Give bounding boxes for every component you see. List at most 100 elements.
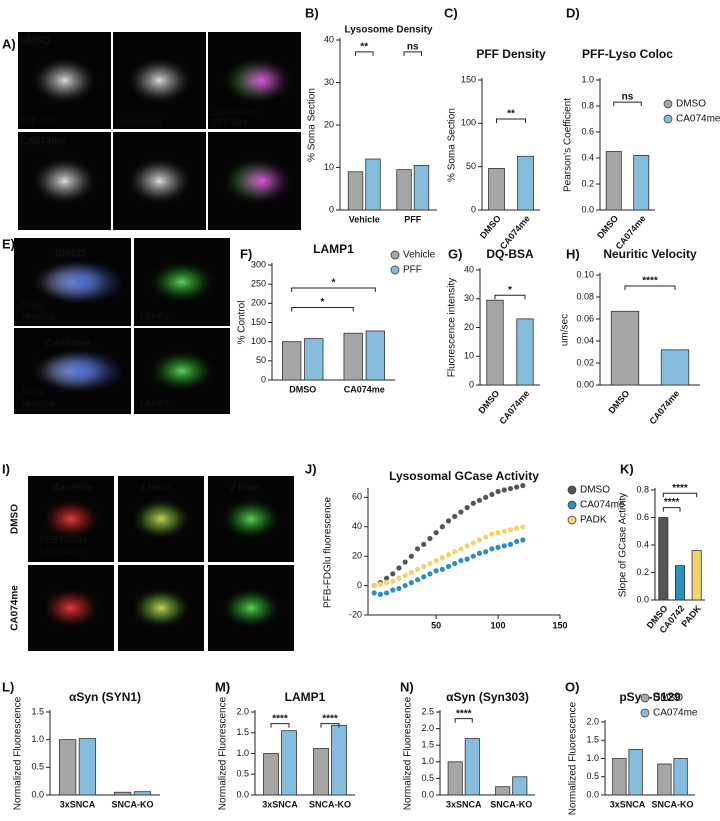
bar: [488, 167, 505, 211]
y-tick-label: 1.5: [236, 727, 249, 737]
y-axis-label: um/sec: [560, 314, 571, 346]
image-text: PFF-633: [20, 116, 55, 126]
y-tick-label: 60: [352, 492, 362, 502]
chart-title: PFF-Lyso Coloc: [582, 47, 673, 61]
cell-signal: [31, 156, 98, 206]
legend-label: PADK: [580, 515, 607, 526]
data-point: [483, 534, 489, 540]
data-point: [402, 559, 408, 565]
data-point: [433, 557, 439, 564]
data-point: [470, 553, 476, 559]
data-point: [396, 565, 402, 571]
x-tick-label: 3xSNCA: [60, 799, 96, 809]
cell-signal: [40, 497, 102, 541]
data-point: [501, 528, 507, 534]
y-tick-label: 10: [324, 162, 334, 172]
x-tick-label: CA074me: [498, 213, 532, 251]
legend-label: DMSO: [580, 485, 610, 496]
data-point: [439, 524, 445, 530]
cell-signal: [220, 586, 282, 630]
y-tick-label: 0.02: [576, 357, 594, 367]
x-tick-label: 3xSNCA: [446, 799, 482, 809]
significance-bracket: [496, 118, 526, 123]
bar: [633, 154, 650, 211]
significance-bracket: [662, 507, 681, 512]
data-point: [470, 540, 476, 546]
data-point: [514, 484, 520, 490]
y-tick-label: 1.0: [236, 748, 249, 758]
panel-label: I): [2, 461, 10, 476]
cell-signal: [147, 349, 217, 393]
x-tick-label: DMSO: [476, 388, 501, 415]
image-text: Lysotracker: [212, 106, 258, 116]
image-text: 1 hour: [140, 483, 171, 494]
y-tick-label: 0.5: [421, 773, 434, 783]
significance-bracket: [662, 492, 698, 498]
significance-label: ****: [322, 713, 338, 724]
image-text: PFF-633: [212, 117, 247, 127]
chart-title: αSyn (Syn303): [446, 690, 529, 704]
x-tick-label: DMSO: [289, 384, 316, 394]
bar: [113, 791, 132, 796]
x-tick-label: DMSO: [595, 213, 620, 240]
significance-label: *: [320, 297, 324, 308]
bar: [512, 776, 528, 796]
significance-label: ****: [664, 497, 680, 508]
data-point: [414, 546, 421, 552]
y-tick-label: -20: [349, 609, 362, 619]
y-tick-label: 0.06: [576, 313, 594, 323]
data-point: [396, 585, 402, 592]
legend-swatch: [663, 114, 673, 124]
data-point: [501, 487, 507, 493]
panel-label: D): [566, 5, 580, 20]
legend-label: CA074me: [653, 708, 698, 719]
bar: [396, 169, 412, 211]
legend-swatch: [567, 485, 577, 495]
legend-label: PFF: [403, 265, 422, 276]
data-point: [421, 574, 427, 580]
data-point: [476, 550, 483, 556]
chart-title: αSyn (SYN1): [69, 690, 141, 704]
y-tick-label: 100: [461, 118, 476, 128]
data-point: [408, 580, 414, 586]
y-tick-label: 1.0: [586, 753, 599, 763]
cell-signal: [130, 586, 192, 630]
image-text: CA074me: [20, 137, 66, 148]
data-point: [464, 505, 470, 511]
x-tick-label: 100: [491, 620, 506, 630]
y-axis-label: Slope of GCase Activity: [618, 493, 629, 598]
data-point: [377, 591, 383, 598]
y-axis-label: % Soma Section: [307, 88, 318, 162]
significance-bracket: [403, 51, 422, 56]
legend-swatch: [567, 500, 577, 510]
data-point: [489, 531, 495, 537]
y-tick-label: 40: [352, 521, 362, 531]
significance-bracket: [291, 287, 376, 292]
chart-title: Lysosome Density: [345, 25, 433, 36]
y-tick-label: 0.0: [31, 789, 44, 799]
data-point: [383, 590, 390, 596]
bar: [263, 753, 279, 796]
cell-signal: [40, 586, 102, 630]
data-point: [458, 546, 464, 552]
data-point: [439, 566, 445, 573]
y-tick-label: 0.0: [236, 789, 249, 799]
panel-label: E): [2, 236, 15, 251]
legend-swatch: [567, 515, 577, 525]
y-tick-label: 20: [464, 322, 474, 332]
data-point: [476, 537, 483, 543]
y-tick-label: 0.0: [586, 789, 599, 799]
bar: [610, 310, 640, 386]
image-text: Hoechst: [22, 398, 56, 408]
y-tick-label: 40: [324, 34, 334, 44]
image-text: DMSO: [55, 249, 85, 260]
y-tick-label: 20: [352, 551, 362, 561]
legend-label: CA074me: [580, 500, 625, 511]
data-point: [514, 538, 520, 545]
image-text: DMSO: [10, 504, 21, 534]
y-tick-label: 250: [251, 279, 266, 289]
data-point: [507, 541, 514, 548]
cell-signal: [126, 156, 193, 206]
panel-label: F): [240, 246, 252, 261]
